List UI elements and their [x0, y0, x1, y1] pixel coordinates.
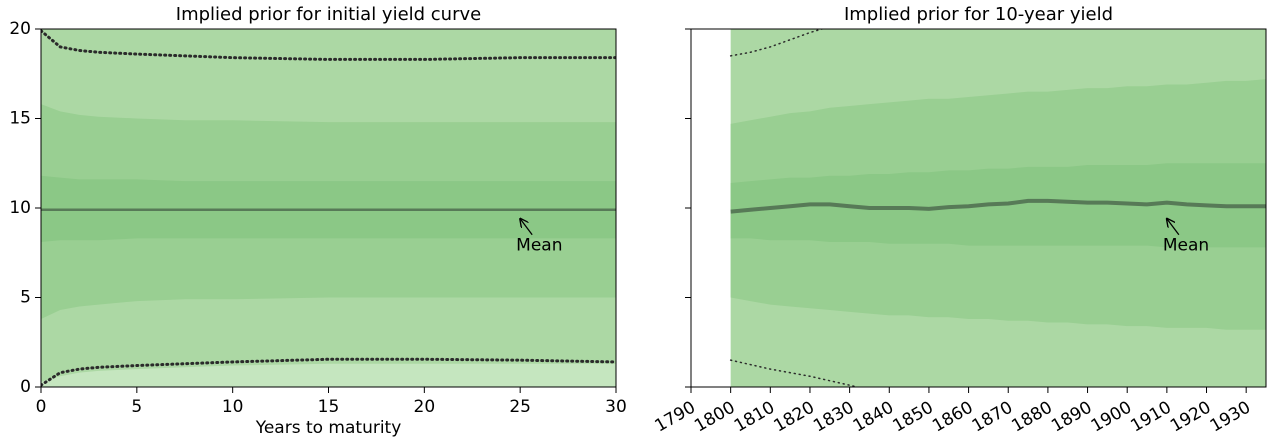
x-tick-label: 0	[36, 397, 47, 417]
annotation-arrow	[1167, 219, 1180, 236]
x-tick-label: 1910	[1127, 398, 1174, 437]
x-tick-label: 1890	[1048, 398, 1095, 437]
x-tick-label: 1820	[770, 398, 817, 437]
x-tick-label: 30	[605, 397, 627, 417]
x-tick-label: 1830	[810, 398, 857, 437]
y-tick-label: 10	[9, 198, 31, 218]
x-tick-label: 10	[222, 397, 244, 417]
x-tick-label: 1930	[1207, 398, 1254, 437]
x-tick-label: 20	[414, 397, 436, 417]
x-tick-label: 5	[131, 397, 142, 417]
tail-line	[41, 357, 616, 387]
y-tick-label: 20	[9, 19, 31, 39]
x-tick-label: 1900	[1088, 398, 1135, 437]
y-tick-label: 5	[20, 288, 31, 308]
x-tick-label: 1840	[850, 398, 897, 437]
y-tick-label: 15	[9, 109, 31, 129]
x-tick-label: 1870	[969, 398, 1016, 437]
x-tick-label: 1790	[652, 398, 699, 437]
x-tick-label: 1860	[929, 398, 976, 437]
x-tick-label: 1810	[731, 398, 778, 437]
x-tick-label: 1920	[1167, 398, 1214, 437]
chart-title: Implied prior for 10-year yield	[844, 4, 1113, 25]
tail-line	[729, 359, 859, 387]
annotation: Mean	[516, 236, 562, 256]
plot-area	[729, 29, 1266, 387]
y-tick-label: 0	[20, 377, 31, 397]
x-tick-label: 15	[318, 397, 340, 417]
x-axis-label: Years to maturity	[255, 418, 402, 438]
mean-line	[730, 198, 1266, 214]
annotation-arrow	[520, 219, 533, 236]
x-tick-label: 1800	[691, 398, 738, 437]
annotation: Mean	[1163, 236, 1209, 256]
tail-line	[41, 29, 616, 61]
x-tick-label: 1880	[1008, 398, 1055, 437]
plot-area	[41, 29, 616, 387]
tail-line	[729, 29, 823, 57]
x-tick-label: 25	[509, 397, 531, 417]
x-tick-label: 1850	[889, 398, 936, 437]
chart-title: Implied prior for initial yield curve	[176, 4, 481, 25]
